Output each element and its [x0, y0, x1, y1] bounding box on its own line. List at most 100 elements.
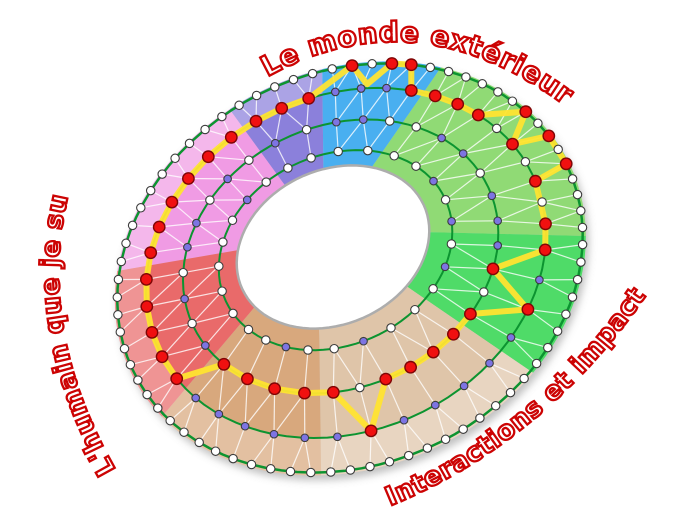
wheel-node[interactable]: [300, 433, 310, 443]
wheel-node-selected[interactable]: [506, 137, 519, 151]
wheel-node-selected[interactable]: [145, 325, 159, 339]
wheel-node[interactable]: [411, 161, 421, 171]
wheel-node[interactable]: [194, 437, 204, 448]
wheel-node[interactable]: [572, 274, 583, 285]
wheel-node-selected[interactable]: [426, 345, 440, 359]
wheel-node-selected[interactable]: [521, 302, 535, 316]
wheel-node[interactable]: [461, 72, 471, 82]
wheel-node-selected[interactable]: [379, 372, 393, 386]
wheel-node-selected[interactable]: [165, 195, 179, 209]
wheel-node-selected[interactable]: [539, 217, 552, 231]
wheel-node-selected[interactable]: [428, 89, 442, 103]
wheel-node[interactable]: [214, 261, 224, 271]
wheel-node-selected[interactable]: [201, 150, 215, 164]
wheel-node[interactable]: [191, 393, 201, 403]
wheel-node[interactable]: [491, 123, 502, 134]
wheel-node[interactable]: [265, 464, 276, 474]
wheel-node[interactable]: [200, 341, 210, 350]
wheel-node[interactable]: [507, 96, 518, 106]
wheel-node[interactable]: [411, 122, 421, 132]
wheel-node[interactable]: [358, 115, 368, 124]
wheel-node[interactable]: [363, 145, 373, 156]
wheel-node-selected[interactable]: [404, 360, 417, 374]
wheel-node[interactable]: [458, 149, 468, 158]
wheel-node[interactable]: [301, 124, 312, 135]
wheel-node-selected[interactable]: [519, 105, 533, 119]
wheel-node[interactable]: [331, 117, 341, 127]
wheel-node-selected[interactable]: [404, 58, 418, 72]
wheel-node[interactable]: [440, 195, 451, 205]
wheel-node[interactable]: [184, 138, 195, 149]
wheel-node[interactable]: [440, 262, 450, 272]
wheel-node[interactable]: [306, 467, 316, 478]
sector-lightgreen[interactable]: [371, 67, 586, 237]
wheel-node[interactable]: [537, 197, 547, 207]
wheel-node[interactable]: [326, 467, 336, 477]
wheel-node-selected[interactable]: [385, 57, 399, 70]
wheel-node[interactable]: [127, 220, 138, 231]
wheel-node-selected[interactable]: [181, 172, 195, 185]
wheel-node-selected[interactable]: [249, 114, 263, 128]
wheel-node-selected[interactable]: [302, 92, 316, 105]
wheel-node[interactable]: [531, 358, 542, 369]
wheel-node[interactable]: [459, 381, 469, 391]
wheel-node[interactable]: [345, 465, 356, 475]
wheel-node[interactable]: [333, 146, 343, 157]
wheel-node[interactable]: [533, 118, 543, 129]
wheel-node-selected[interactable]: [152, 220, 166, 234]
wheel-node[interactable]: [330, 87, 340, 97]
wheel-node[interactable]: [487, 191, 497, 201]
wheel-node-selected[interactable]: [275, 101, 289, 115]
wheel-node[interactable]: [283, 163, 293, 173]
wheel-node-selected[interactable]: [268, 382, 281, 396]
wheel-node[interactable]: [475, 168, 485, 178]
wheel-node[interactable]: [307, 68, 318, 79]
wheel-node[interactable]: [180, 294, 189, 304]
wheel-node[interactable]: [227, 215, 238, 226]
wheel-node[interactable]: [422, 443, 433, 453]
wheel-node[interactable]: [192, 218, 201, 228]
wheel-node[interactable]: [389, 151, 399, 161]
wheel-node[interactable]: [228, 308, 238, 319]
wheel-node[interactable]: [153, 403, 163, 413]
wheel-node[interactable]: [234, 100, 244, 111]
wheel-node[interactable]: [242, 195, 252, 205]
wheel-node[interactable]: [493, 87, 503, 97]
wheel-node[interactable]: [428, 284, 438, 294]
wheel-node[interactable]: [355, 382, 365, 393]
wheel-node[interactable]: [425, 62, 436, 73]
wheel-node[interactable]: [561, 309, 571, 320]
wheel-node[interactable]: [112, 292, 123, 303]
wheel-node[interactable]: [506, 333, 516, 342]
wheel-node-selected[interactable]: [446, 327, 460, 341]
wheel-node-selected[interactable]: [529, 174, 542, 188]
wheel-node[interactable]: [246, 459, 257, 470]
wheel-node[interactable]: [577, 222, 588, 233]
wheel-node[interactable]: [217, 111, 227, 122]
wheel-node[interactable]: [223, 174, 232, 184]
wheel-node[interactable]: [359, 336, 368, 346]
wheel-node-selected[interactable]: [451, 97, 465, 111]
wheel-node[interactable]: [493, 216, 503, 226]
wheel-node-selected[interactable]: [364, 424, 378, 438]
wheel-node[interactable]: [133, 375, 143, 385]
wheel-node[interactable]: [384, 457, 395, 467]
wheel-node[interactable]: [270, 138, 280, 148]
wheel-node[interactable]: [270, 82, 280, 92]
wheel-node[interactable]: [136, 203, 146, 213]
wheel-node[interactable]: [157, 169, 167, 179]
wheel-node[interactable]: [125, 359, 136, 370]
wheel-node[interactable]: [306, 153, 316, 163]
wheel-node[interactable]: [535, 275, 544, 285]
wheel-node[interactable]: [553, 144, 563, 155]
wheel-node[interactable]: [493, 241, 503, 250]
wheel-node[interactable]: [485, 358, 494, 368]
wheel-node-selected[interactable]: [542, 129, 556, 143]
wheel-node[interactable]: [384, 116, 395, 126]
wheel-node[interactable]: [443, 66, 454, 77]
wheel-node[interactable]: [475, 413, 485, 423]
wheel-node-selected[interactable]: [139, 272, 153, 286]
wheel-node[interactable]: [333, 432, 342, 442]
wheel-node[interactable]: [261, 177, 271, 187]
wheel-node-selected[interactable]: [144, 246, 158, 260]
